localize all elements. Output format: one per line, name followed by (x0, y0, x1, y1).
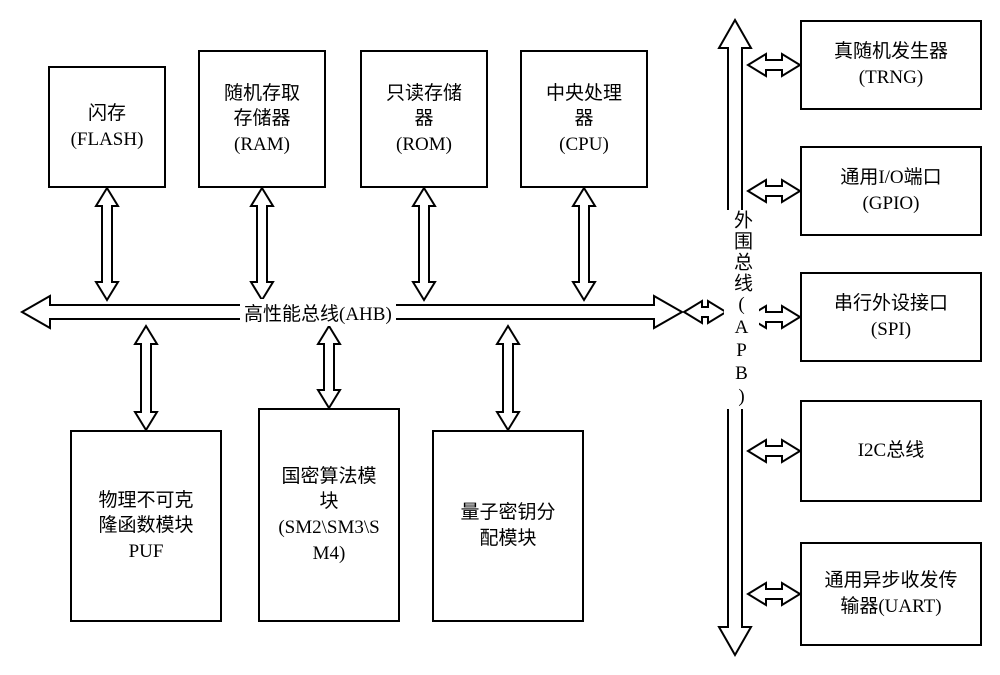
box-trng: 真随机发生器(TRNG) (800, 20, 982, 110)
box-i2c-label: I2C总线 (858, 438, 925, 464)
box-flash-label: 闪存(FLASH) (71, 101, 144, 152)
conn-i2c (748, 440, 800, 462)
conn-gpio (748, 180, 800, 202)
box-puf-label: 物理不可克隆函数模块PUF (98, 488, 193, 565)
conn-flash (96, 188, 118, 300)
box-trng-label: 真随机发生器(TRNG) (834, 39, 948, 90)
box-spi-label: 串行外设接口(SPI) (834, 291, 948, 342)
box-spi: 串行外设接口(SPI) (800, 272, 982, 362)
box-uart-label: 通用异步收发传输器(UART) (824, 568, 957, 619)
conn-puf (135, 326, 157, 430)
conn-rom (413, 188, 435, 300)
box-rom-label: 只读存储器(ROM) (386, 81, 462, 158)
box-uart: 通用异步收发传输器(UART) (800, 542, 982, 646)
box-puf: 物理不可克隆函数模块PUF (70, 430, 222, 622)
box-ram-label: 随机存取存储器(RAM) (224, 81, 300, 158)
box-gpio-label: 通用I/O端口(GPIO) (840, 165, 941, 216)
conn-cpu (573, 188, 595, 300)
ahb-bus-label: 高性能总线(AHB) (240, 299, 396, 326)
box-cpu-label: 中央处理器(CPU) (546, 81, 622, 158)
conn-ram (251, 188, 273, 300)
box-gpio: 通用I/O端口(GPIO) (800, 146, 982, 236)
ahb-apb-connector (684, 301, 726, 323)
box-cpu: 中央处理器(CPU) (520, 50, 648, 188)
box-sm: 国密算法模块(SM2\SM3\SM4) (258, 408, 400, 622)
conn-uart (748, 583, 800, 605)
box-qkd-label: 量子密钥分配模块 (460, 500, 555, 551)
conn-qkd (497, 326, 519, 430)
box-qkd: 量子密钥分配模块 (432, 430, 584, 622)
conn-sm (318, 326, 340, 408)
box-i2c: I2C总线 (800, 400, 982, 502)
apb-bus-label: 外围总线(APB) (724, 210, 759, 409)
box-ram: 随机存取存储器(RAM) (198, 50, 326, 188)
box-rom: 只读存储器(ROM) (360, 50, 488, 188)
box-sm-label: 国密算法模块(SM2\SM3\SM4) (278, 464, 379, 567)
conn-trng (748, 54, 800, 76)
box-flash: 闪存(FLASH) (48, 66, 166, 188)
